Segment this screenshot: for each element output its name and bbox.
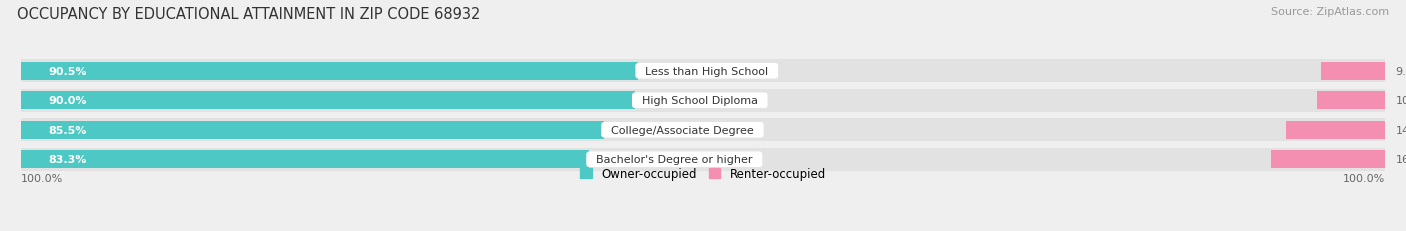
Bar bbox=[21, 121, 605, 139]
Bar bbox=[1271, 150, 1385, 169]
Bar bbox=[21, 148, 1385, 171]
Text: OCCUPANCY BY EDUCATIONAL ATTAINMENT IN ZIP CODE 68932: OCCUPANCY BY EDUCATIONAL ATTAINMENT IN Z… bbox=[17, 7, 481, 22]
Bar bbox=[21, 119, 1385, 142]
Text: 90.5%: 90.5% bbox=[48, 67, 87, 76]
Text: Source: ZipAtlas.com: Source: ZipAtlas.com bbox=[1271, 7, 1389, 17]
Bar bbox=[21, 62, 638, 81]
Bar bbox=[1320, 62, 1385, 81]
Text: Bachelor's Degree or higher: Bachelor's Degree or higher bbox=[589, 155, 759, 164]
Text: 9.5%: 9.5% bbox=[1396, 67, 1406, 76]
Bar bbox=[1317, 92, 1385, 110]
Text: College/Associate Degree: College/Associate Degree bbox=[605, 125, 761, 135]
Text: 85.5%: 85.5% bbox=[48, 125, 86, 135]
Bar bbox=[1286, 121, 1385, 139]
Legend: Owner-occupied, Renter-occupied: Owner-occupied, Renter-occupied bbox=[575, 162, 831, 185]
Text: 10.0%: 10.0% bbox=[1396, 96, 1406, 106]
Text: 83.3%: 83.3% bbox=[48, 155, 86, 164]
Text: 16.7%: 16.7% bbox=[1396, 155, 1406, 164]
Bar bbox=[21, 89, 1385, 112]
Text: 100.0%: 100.0% bbox=[21, 174, 63, 184]
Bar bbox=[21, 150, 589, 169]
Text: High School Diploma: High School Diploma bbox=[634, 96, 765, 106]
Bar bbox=[21, 60, 1385, 83]
Text: 14.5%: 14.5% bbox=[1396, 125, 1406, 135]
Text: 90.0%: 90.0% bbox=[48, 96, 87, 106]
Bar bbox=[21, 92, 634, 110]
Text: 100.0%: 100.0% bbox=[1343, 174, 1385, 184]
Text: Less than High School: Less than High School bbox=[638, 67, 775, 76]
